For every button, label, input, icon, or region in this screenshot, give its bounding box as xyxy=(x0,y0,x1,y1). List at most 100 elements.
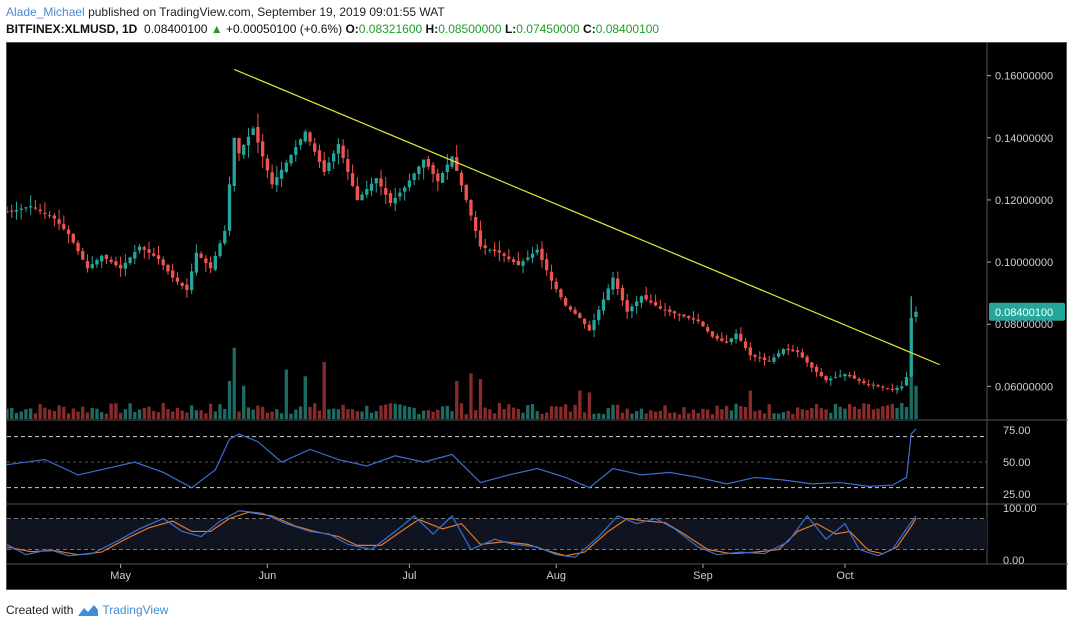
candle-body xyxy=(109,259,113,263)
month-tick-label: Sep xyxy=(693,570,713,582)
stoch-k-line xyxy=(7,510,917,558)
candle-body xyxy=(7,211,9,213)
candle-body xyxy=(554,281,558,290)
volume-bar xyxy=(852,406,857,419)
candle-body xyxy=(322,160,326,172)
volume-bar xyxy=(445,405,449,419)
candle-body xyxy=(682,314,686,317)
tradingview-logo[interactable]: TradingView xyxy=(77,603,168,617)
candle-body xyxy=(95,260,99,265)
candle-body xyxy=(232,137,236,186)
candle-body xyxy=(33,207,38,209)
candle-body xyxy=(114,261,118,266)
volume-bar xyxy=(303,376,307,419)
volume-bar xyxy=(152,411,156,419)
candle-body xyxy=(118,264,123,269)
candle-body xyxy=(360,194,364,201)
volume-bar xyxy=(540,413,544,419)
candle-body xyxy=(502,253,506,256)
candle-body xyxy=(687,316,691,319)
open-label: O: xyxy=(345,22,359,36)
candle-body xyxy=(710,331,715,337)
candle-body xyxy=(521,261,525,266)
volume-bar xyxy=(142,407,146,419)
volume-bar xyxy=(90,407,94,419)
volume-bar xyxy=(635,411,639,419)
chart-frame[interactable]: 0.16000000 0.14000000 0.12000000 0.10000000… xyxy=(6,42,1068,591)
volume-bar xyxy=(270,411,274,419)
high-value: 0.08500000 xyxy=(438,22,502,36)
candle-body xyxy=(635,301,639,307)
volume-bar xyxy=(696,413,700,419)
volume-bar xyxy=(767,404,771,419)
volume-bar xyxy=(227,381,232,419)
volume-bar xyxy=(66,413,71,419)
candle-body xyxy=(691,318,696,320)
volume-bar xyxy=(109,403,113,419)
author-link[interactable]: Alade_Michael xyxy=(6,5,85,19)
footer-credit: Created with TradingView xyxy=(6,603,168,617)
volume-bar xyxy=(677,414,681,419)
candle-body xyxy=(123,262,128,269)
candle-body xyxy=(843,373,847,377)
last-price-tag xyxy=(989,302,1065,321)
volume-bar xyxy=(33,413,38,419)
price-tick-label: 0.16000000 xyxy=(995,71,1053,83)
candle-body xyxy=(563,297,568,306)
volume-bar xyxy=(758,410,762,419)
candle-body xyxy=(85,261,90,269)
volume-bar xyxy=(729,410,734,419)
volume-bar xyxy=(497,402,502,419)
candle-body xyxy=(265,158,270,171)
volume-bar xyxy=(421,410,426,419)
volume-bar xyxy=(265,412,270,419)
volume-bar xyxy=(194,410,199,419)
volume-bar xyxy=(616,404,620,419)
candle-body xyxy=(256,126,260,143)
candle-body xyxy=(137,246,142,251)
volume-bar xyxy=(691,409,696,419)
candle-body xyxy=(833,377,838,379)
volume-bar xyxy=(653,411,658,419)
volume-bar xyxy=(147,406,151,419)
volume-bar xyxy=(260,406,265,419)
volume-bar xyxy=(403,405,407,419)
volume-bar xyxy=(38,404,42,419)
price-chart[interactable]: 0.16000000 0.14000000 0.12000000 0.10000000… xyxy=(7,43,1068,591)
volume-bar xyxy=(379,405,383,419)
candle-body xyxy=(743,341,748,349)
candle-body xyxy=(365,189,369,195)
volume-bar xyxy=(516,408,520,419)
volume-bar xyxy=(881,406,885,419)
volume-bar xyxy=(237,411,241,419)
candle-body xyxy=(800,352,805,358)
volume-bar xyxy=(672,412,677,419)
candle-body xyxy=(862,380,866,384)
low-value: 0.07450000 xyxy=(516,22,580,36)
volume-bar xyxy=(161,403,165,419)
candle-body xyxy=(573,309,577,314)
candle-body xyxy=(161,259,165,266)
candle-body xyxy=(871,384,876,386)
volume-bar xyxy=(246,407,251,419)
rsi-tick-label: 75.00 xyxy=(1003,425,1031,437)
candle-body xyxy=(275,177,279,186)
price-tick-label: 0.10000000 xyxy=(995,257,1053,269)
candle-body xyxy=(185,284,189,291)
candle-body xyxy=(696,319,700,322)
candle-body xyxy=(895,387,899,391)
volume-bar xyxy=(909,371,913,419)
volume-bar xyxy=(412,407,416,419)
volume-bar xyxy=(360,411,364,419)
volume-bar xyxy=(289,413,293,419)
candle-body xyxy=(379,178,383,187)
volume-bar xyxy=(530,404,535,419)
candle-body xyxy=(218,243,222,256)
volume-bar xyxy=(829,412,833,419)
candle-body xyxy=(213,255,217,270)
publish-info: Alade_Michael published on TradingView.c… xyxy=(6,5,445,19)
volume-bar xyxy=(871,409,876,419)
volume-bar xyxy=(568,411,573,419)
candle-body xyxy=(677,314,681,316)
candle-body xyxy=(341,145,345,158)
